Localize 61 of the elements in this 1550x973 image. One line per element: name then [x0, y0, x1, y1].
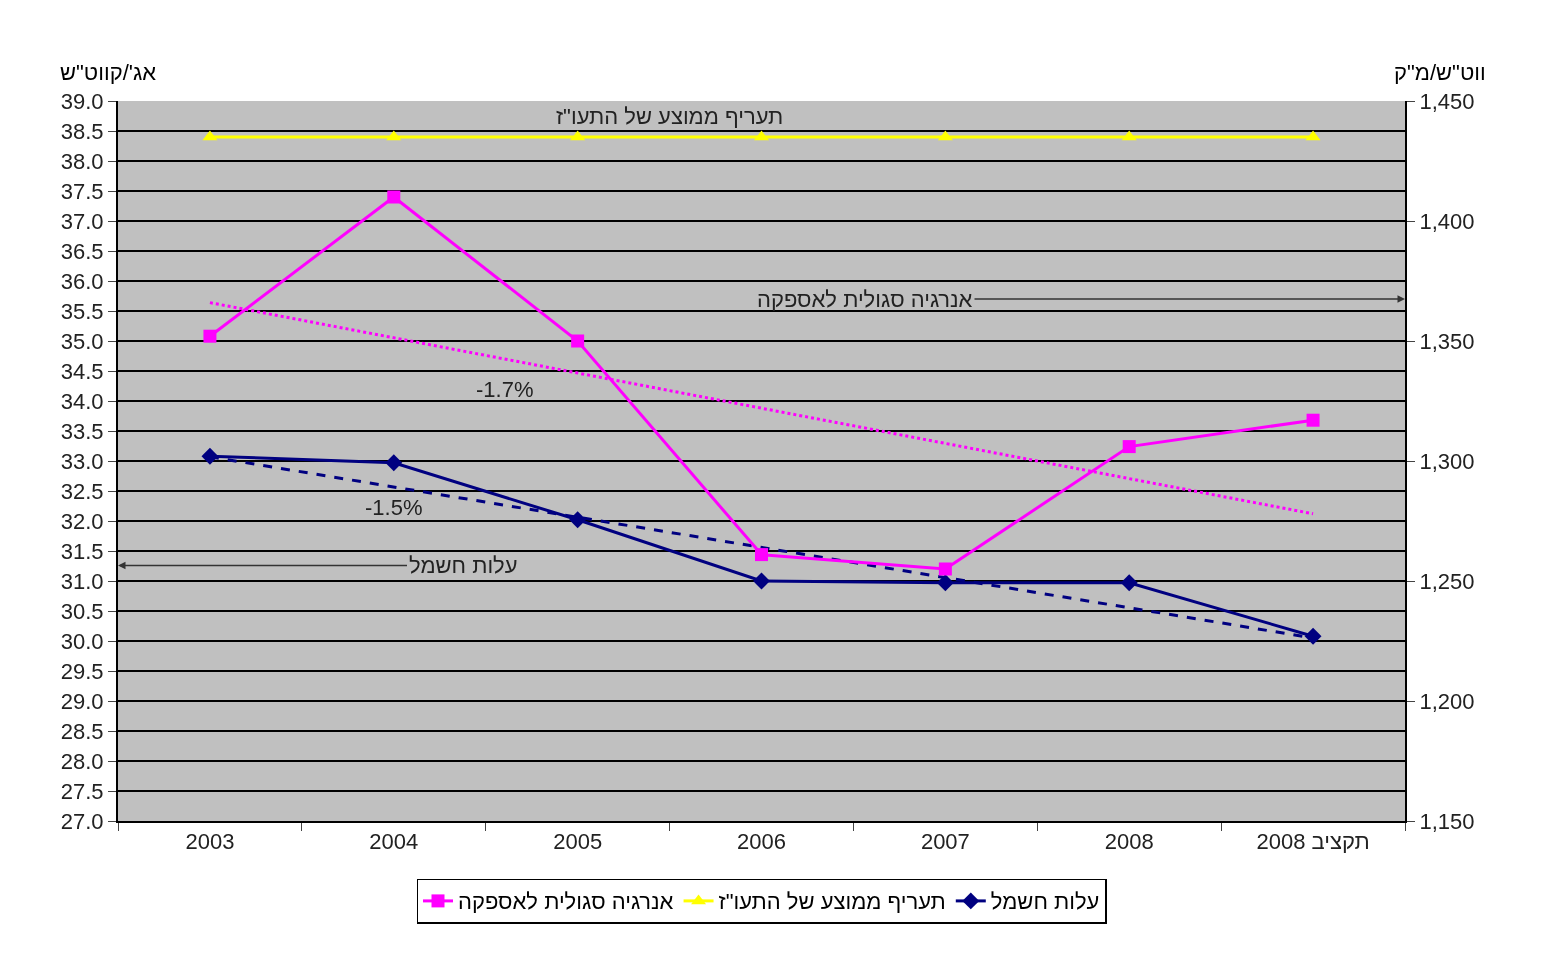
y-tick-label: 32.5 — [60, 478, 104, 504]
point — [1306, 413, 1320, 427]
x-tick-label: 2004 — [369, 829, 419, 855]
y-tick-label: 31.5 — [60, 538, 104, 564]
x-tick-label: תקציב 2008 — [1256, 829, 1370, 855]
x-tick-label: 2003 — [185, 829, 235, 855]
y2-tick-label: 1,250 — [1419, 568, 1475, 594]
y-tick-label: 39.0 — [60, 88, 104, 114]
annotation: תעריף ממוצע של התעו"ז — [556, 104, 784, 129]
x-tick-label: 2008 — [1104, 829, 1154, 855]
y-tick-label: 31.0 — [60, 568, 104, 594]
y2-axis-title: ווט"ש/מ"ק — [1394, 60, 1486, 85]
y2-tick-label: 1,300 — [1419, 448, 1475, 474]
legend-label: עלות חשמל — [990, 889, 1100, 915]
y-tick-label: 36.0 — [60, 268, 104, 294]
y2-tick-label: 1,450 — [1419, 88, 1475, 114]
annotation: אנרגיה סגולית לאספקה — [757, 287, 973, 312]
point — [385, 454, 403, 472]
y-tick-label: 33.5 — [60, 418, 104, 444]
y-axis-title: אג'/קווט"ש — [60, 60, 157, 85]
y-tick-label: 27.0 — [60, 808, 104, 834]
x-tick-label: 2006 — [737, 829, 786, 855]
point — [938, 562, 952, 576]
y-tick-label: 28.0 — [60, 748, 104, 774]
x-tick-label: 2005 — [553, 829, 603, 855]
point — [203, 329, 217, 343]
y-tick-label: 29.0 — [60, 688, 104, 714]
y-tick-label: 35.5 — [60, 298, 104, 324]
legend-label: אנרגיה סגולית לאספקה — [458, 889, 674, 915]
y-tick-label: 27.5 — [60, 778, 104, 804]
point — [569, 511, 587, 529]
y2-tick-label: 1,200 — [1419, 688, 1475, 714]
y-tick-label: 34.5 — [60, 358, 104, 384]
y2-tick-label: 1,150 — [1419, 808, 1475, 834]
y-tick-label: 36.5 — [60, 238, 104, 264]
y-tick-label: 35.0 — [60, 328, 104, 354]
point — [755, 548, 768, 562]
y-tick-label: 34.0 — [60, 388, 104, 414]
y-tick-label: 33.0 — [60, 448, 104, 474]
y-tick-label: 37.5 — [60, 178, 104, 204]
y2-tick-label: 1,400 — [1419, 208, 1475, 234]
y-tick-label: 38.5 — [60, 118, 104, 144]
y-tick-label: 30.5 — [60, 598, 104, 624]
point — [387, 190, 401, 204]
y-tick-label: 28.5 — [60, 718, 104, 744]
legend-label: תעריף ממוצע של התעו"ז — [718, 889, 946, 915]
y-tick-label: 32.0 — [60, 508, 104, 534]
annotation: -1.5% — [365, 495, 423, 520]
annotation: -1.7% — [476, 377, 534, 402]
point — [753, 572, 770, 590]
point — [1120, 574, 1138, 592]
point — [1122, 440, 1136, 454]
y-tick-label: 38.0 — [60, 148, 104, 174]
annotation: עלות חשמל — [409, 553, 518, 578]
y-tick-label: 29.5 — [60, 658, 104, 684]
point — [571, 334, 585, 348]
x-tick-label: 2007 — [920, 829, 970, 855]
y2-tick-label: 1,350 — [1419, 328, 1475, 354]
point — [1304, 627, 1322, 645]
y-tick-label: 30.0 — [60, 628, 104, 654]
y-tick-label: 37.0 — [60, 208, 104, 234]
